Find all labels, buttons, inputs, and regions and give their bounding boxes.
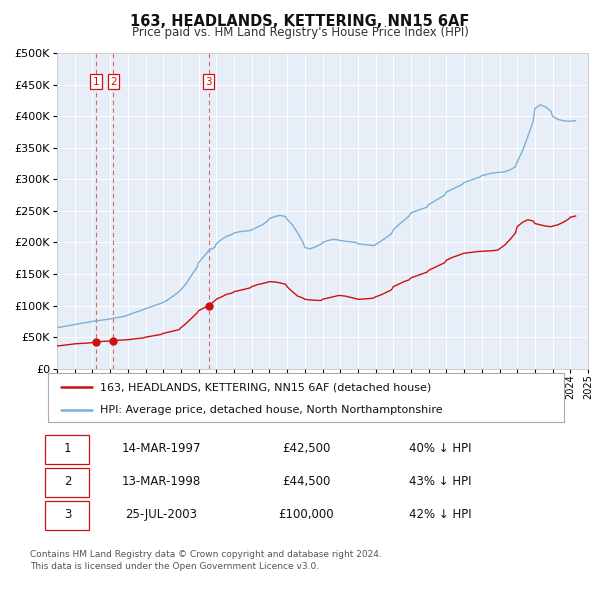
Text: 163, HEADLANDS, KETTERING, NN15 6AF (detached house): 163, HEADLANDS, KETTERING, NN15 6AF (det…	[100, 382, 431, 392]
Text: 3: 3	[205, 77, 212, 87]
Text: £100,000: £100,000	[278, 508, 334, 521]
Text: 163, HEADLANDS, KETTERING, NN15 6AF: 163, HEADLANDS, KETTERING, NN15 6AF	[130, 14, 470, 29]
Text: This data is licensed under the Open Government Licence v3.0.: This data is licensed under the Open Gov…	[30, 562, 319, 571]
Text: 1: 1	[92, 77, 99, 87]
Text: Contains HM Land Registry data © Crown copyright and database right 2024.: Contains HM Land Registry data © Crown c…	[30, 550, 382, 559]
Text: 3: 3	[64, 508, 71, 521]
Text: £42,500: £42,500	[282, 442, 330, 455]
Text: 40% ↓ HPI: 40% ↓ HPI	[409, 442, 472, 455]
Text: Price paid vs. HM Land Registry's House Price Index (HPI): Price paid vs. HM Land Registry's House …	[131, 26, 469, 39]
Text: 25-JUL-2003: 25-JUL-2003	[125, 508, 197, 521]
Text: HPI: Average price, detached house, North Northamptonshire: HPI: Average price, detached house, Nort…	[100, 405, 442, 415]
FancyBboxPatch shape	[46, 435, 89, 464]
Text: 14-MAR-1997: 14-MAR-1997	[122, 442, 201, 455]
Text: 42% ↓ HPI: 42% ↓ HPI	[409, 508, 472, 521]
FancyBboxPatch shape	[46, 468, 89, 497]
Text: 43% ↓ HPI: 43% ↓ HPI	[409, 475, 472, 488]
FancyBboxPatch shape	[46, 501, 89, 530]
Text: £44,500: £44,500	[282, 475, 330, 488]
Text: 2: 2	[64, 475, 71, 488]
Text: 13-MAR-1998: 13-MAR-1998	[122, 475, 201, 488]
Text: 1: 1	[64, 442, 71, 455]
Text: 2: 2	[110, 77, 117, 87]
